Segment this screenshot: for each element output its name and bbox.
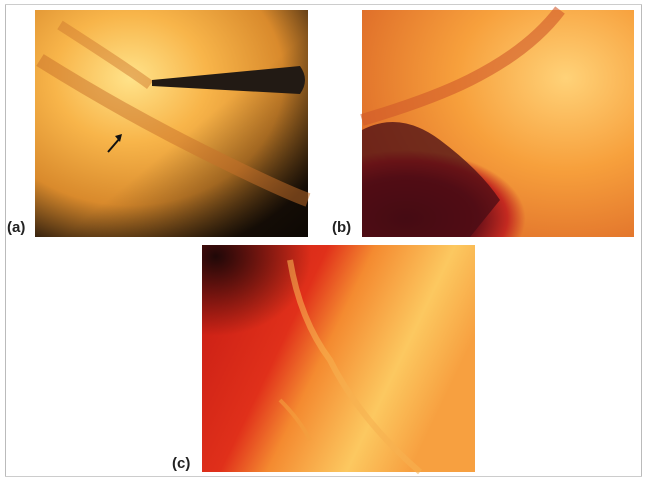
- shade: [35, 10, 308, 237]
- panel-a: (a): [7, 10, 311, 237]
- arrow: [107, 137, 121, 153]
- clot: [362, 122, 500, 237]
- panel-label: (c): [172, 455, 190, 472]
- texture: [278, 398, 312, 441]
- vessel: [57, 20, 153, 90]
- arrow-head: [115, 134, 122, 142]
- panel-b: (b): [332, 6, 634, 237]
- needle: [152, 66, 305, 94]
- texture: [287, 259, 422, 475]
- panel-label: (b): [332, 219, 351, 236]
- vessel: [360, 6, 565, 126]
- panel-c: (c): [172, 245, 475, 475]
- shade: [202, 245, 475, 472]
- panel-label: (a): [7, 219, 25, 236]
- vessel: [36, 54, 311, 207]
